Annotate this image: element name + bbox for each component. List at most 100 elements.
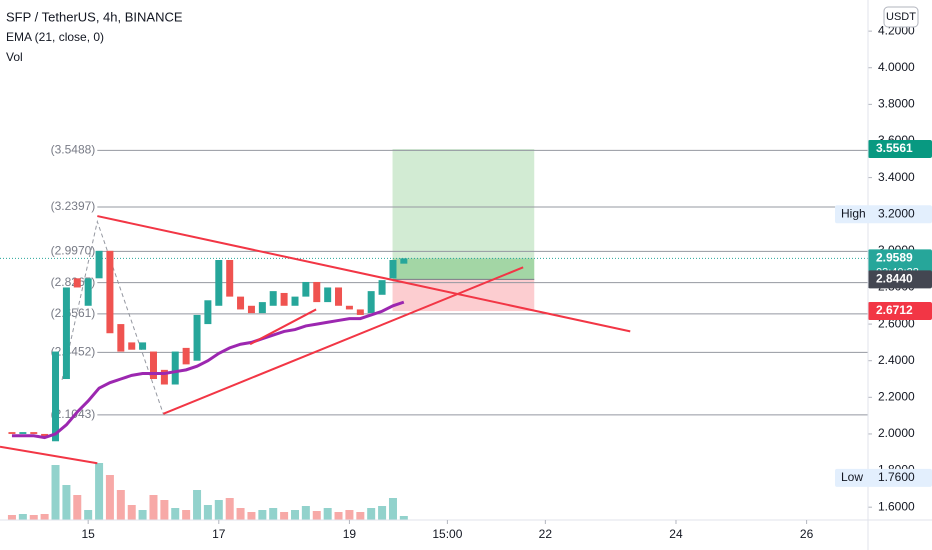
volume-bar (345, 510, 354, 520)
candle-body (258, 302, 266, 314)
hl-name: High (841, 206, 866, 220)
candle-body (302, 281, 310, 297)
volume-bar (399, 516, 408, 520)
volume-bar (160, 500, 169, 520)
volume-bar (291, 510, 300, 520)
candle-body (356, 309, 364, 315)
candle-body (280, 292, 288, 306)
volume-bar (62, 485, 71, 520)
price-tag (868, 270, 932, 289)
trend-line (0, 445, 98, 465)
volume-bar (73, 495, 82, 520)
price-tag-label: 3.5561 (876, 141, 913, 155)
candle-body (8, 432, 16, 434)
candle-body (204, 300, 212, 325)
candle-body (95, 250, 103, 279)
profit-filled (392, 258, 535, 280)
x-tick-label: 17 (212, 527, 226, 541)
candle-body (19, 432, 27, 434)
volume-bar (171, 508, 180, 520)
volume-bar (149, 495, 158, 520)
candle-body (117, 324, 125, 352)
volume-bar (51, 465, 60, 520)
volume-bar (40, 514, 49, 520)
volume-bar (95, 463, 104, 520)
candle-body (193, 314, 201, 361)
symbol-title: SFP / TetherUS, 4h, BINANCE (6, 9, 183, 24)
candle-body (291, 296, 299, 306)
y-tick-label: 2.0000 (878, 426, 915, 440)
vol-legend: Vol (6, 50, 23, 64)
x-tick-label: 22 (539, 527, 553, 541)
volume-bar (84, 510, 93, 520)
hl-label: 3.2000 (878, 206, 915, 220)
level-label: (3.5488) (51, 143, 96, 157)
ema-line (11, 300, 405, 440)
volume-bar (280, 512, 289, 520)
candle-body (400, 258, 408, 264)
x-tick-label: 24 (669, 527, 683, 541)
candle-body (367, 291, 375, 314)
y-tick-label: 3.8000 (878, 97, 915, 111)
candle-body (389, 260, 397, 279)
level-label: (2.8265) (51, 275, 96, 289)
volume-bar (193, 490, 202, 520)
candle-body (62, 287, 70, 380)
x-tick-label: 19 (343, 527, 357, 541)
volume-bar (312, 511, 321, 520)
trend-line (249, 308, 317, 346)
ema-legend: EMA (21, close, 0) (6, 30, 104, 44)
candle-body (160, 369, 168, 385)
volume-bar (378, 506, 387, 520)
candle-body (269, 291, 277, 306)
currency-label[interactable]: USDT (886, 11, 916, 23)
candle-body (313, 281, 321, 303)
candle-body (128, 342, 136, 350)
volume-bar (236, 508, 245, 520)
volume-bar (214, 500, 223, 520)
volume-bar (356, 512, 365, 520)
x-tick-label: 15:00 (432, 527, 462, 541)
price-tag (868, 140, 932, 159)
profit-zone (392, 149, 535, 280)
currency-button[interactable] (883, 6, 919, 28)
hl-label: 1.7600 (878, 470, 915, 484)
volume-bar (105, 475, 114, 520)
candle-body (106, 250, 114, 334)
volume-bar (203, 505, 212, 520)
price-tag-label: 2.8440 (876, 272, 913, 286)
y-tick-label: 2.4000 (878, 353, 915, 367)
trend-line (162, 266, 524, 415)
volume-bar (18, 514, 27, 520)
chart-pane: (3.5488) (3.2397) (2.9970) (2.8265) (2.6561)… (0, 143, 868, 520)
candle-body (182, 347, 190, 365)
volume-bar (323, 508, 332, 520)
candle-body (378, 280, 386, 295)
candle-body (52, 351, 60, 442)
level-label: (2.6561) (51, 306, 96, 320)
volume-bar (127, 505, 136, 520)
candle-body (226, 260, 234, 297)
candle-body (335, 287, 343, 306)
price-tag-label: 2.9589 (876, 251, 913, 265)
volume-bar (301, 506, 310, 520)
volume-bar (258, 510, 267, 520)
volume-bar (29, 515, 38, 520)
candle-body (30, 432, 38, 434)
level-label: (2.4452) (51, 345, 96, 359)
volume-bar (225, 498, 234, 520)
candle-body (84, 278, 92, 306)
volume-bar (247, 512, 256, 520)
x-tick-label: 15 (81, 527, 95, 541)
volume-bar (7, 515, 16, 520)
x-tick-label: 26 (800, 527, 814, 541)
y-tick-label: 2.2000 (878, 389, 915, 403)
y-tick-label: 4.0000 (878, 60, 915, 74)
candle-body (247, 305, 255, 314)
price-tag (868, 302, 932, 321)
candle-body (345, 305, 353, 310)
candle-body (139, 342, 147, 350)
candle-body (149, 351, 157, 380)
volume-bar (367, 508, 376, 520)
volume-bar (388, 498, 397, 520)
